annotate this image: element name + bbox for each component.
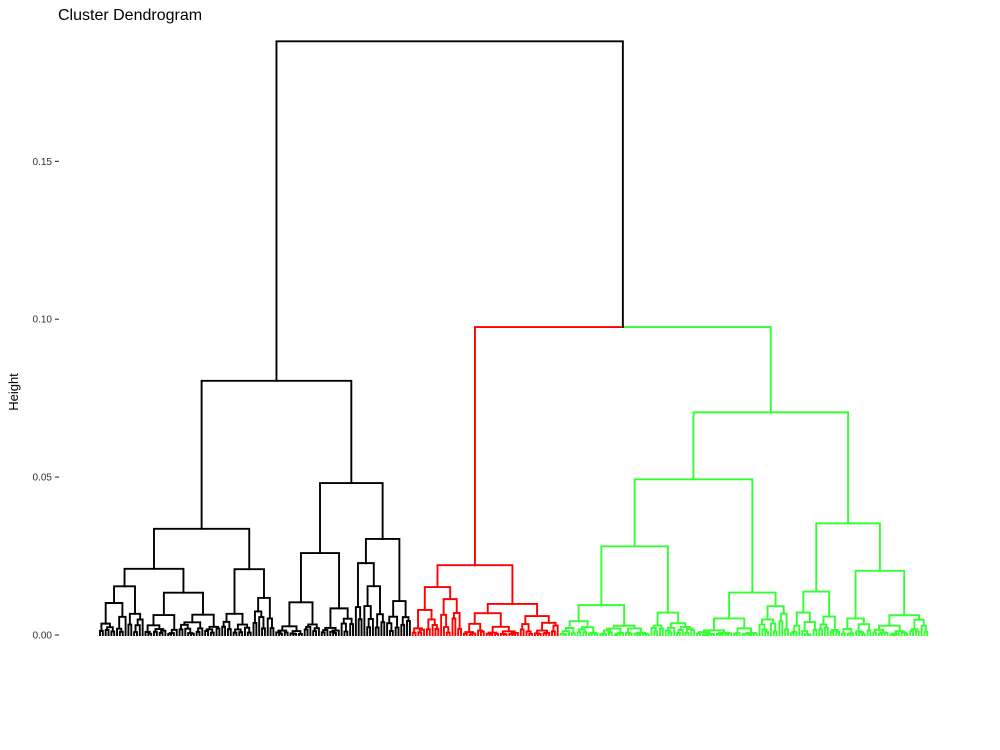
dendrogram-branch bbox=[357, 618, 363, 636]
dendrogram-branch bbox=[406, 619, 411, 636]
dendrogram-branch bbox=[257, 596, 271, 620]
cluster-merge-branch bbox=[621, 326, 772, 414]
y-axis: 0.00 0.05 0.10 0.15 bbox=[33, 157, 59, 642]
dendrogram-branch bbox=[451, 617, 457, 636]
dendrogram-branch bbox=[394, 626, 400, 636]
dendrogram-branch bbox=[191, 613, 215, 628]
dendrogram-branch bbox=[319, 482, 384, 555]
dendrogram-branches bbox=[99, 40, 929, 636]
dendrogram-branch bbox=[127, 623, 133, 636]
dendrogram-branch bbox=[473, 612, 502, 628]
dendrogram-branch bbox=[261, 627, 266, 636]
dendrogram-branch bbox=[388, 615, 399, 629]
dendrogram-branch bbox=[162, 591, 204, 617]
dendrogram-branch bbox=[577, 604, 626, 627]
dendrogram-branch bbox=[366, 585, 381, 616]
dendrogram-branch bbox=[153, 527, 251, 571]
dendrogram-branch bbox=[600, 545, 669, 614]
y-tick-label: 0.00 bbox=[33, 631, 53, 642]
y-tick-label: 0.10 bbox=[33, 315, 53, 326]
dendrogram-branch bbox=[113, 585, 136, 615]
dendrogram-branch bbox=[215, 627, 221, 636]
dendrogram-branch bbox=[269, 627, 275, 636]
dendrogram-branch bbox=[366, 626, 372, 636]
dendrogram-branch bbox=[692, 411, 850, 525]
dendrogram-branch bbox=[233, 568, 265, 615]
cluster-merge-branch bbox=[474, 326, 624, 567]
dendrogram-branch bbox=[123, 567, 185, 594]
dendrogram-branch bbox=[380, 621, 386, 636]
y-axis-label: Height bbox=[6, 373, 21, 411]
dendrogram-branch bbox=[854, 569, 906, 620]
dendrogram-branch bbox=[221, 625, 227, 636]
chart-title: Cluster Dendrogram bbox=[58, 7, 202, 24]
dendrogram-branch bbox=[436, 564, 514, 605]
dendrogram-branch bbox=[392, 600, 407, 619]
dendrogram-branch bbox=[357, 562, 375, 609]
dendrogram-branch bbox=[252, 622, 258, 636]
dendrogram-branch bbox=[778, 620, 784, 636]
y-tick-label: 0.15 bbox=[33, 157, 53, 168]
dendrogram-branch bbox=[349, 623, 354, 636]
dendrogram-branch bbox=[823, 626, 829, 636]
dendrogram-branch bbox=[486, 602, 539, 617]
dendrogram-branch bbox=[288, 601, 314, 628]
dendrogram-branch bbox=[659, 627, 664, 636]
dendrogram-branch bbox=[400, 623, 406, 636]
dendrogram-branch bbox=[633, 478, 754, 594]
dendrogram-branch bbox=[300, 552, 341, 610]
root-branch bbox=[275, 40, 624, 382]
y-tick-label: 0.05 bbox=[33, 473, 53, 484]
dendrogram-branch bbox=[374, 626, 380, 636]
dendrogram-branch bbox=[200, 379, 353, 530]
dendrogram-branch bbox=[152, 614, 176, 631]
dendrogram-branch bbox=[815, 522, 881, 593]
dendrogram-branch bbox=[795, 611, 811, 627]
dendrogram-branch bbox=[364, 537, 401, 603]
